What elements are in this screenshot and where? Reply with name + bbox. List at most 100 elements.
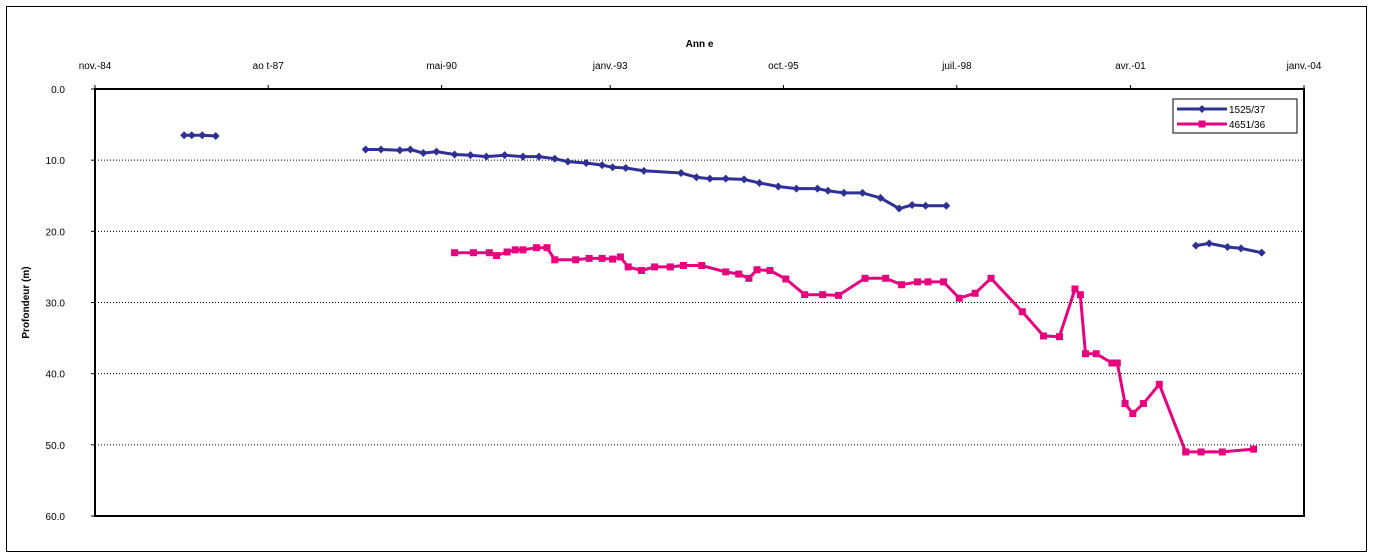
data-point xyxy=(518,152,527,161)
y-axis-ticks: 0.0 10.0 20.0 30.0 40.0 50.0 60.0 xyxy=(46,85,95,523)
data-point xyxy=(1071,285,1079,293)
legend-item: 1525/37 xyxy=(1177,105,1266,116)
x-axis-ticks: nov.-84 ao t-87 mai-90 janv.-93 oct.-95 juil.… xyxy=(79,61,1322,89)
data-point xyxy=(740,175,749,184)
data-point xyxy=(1040,332,1048,340)
data-point xyxy=(500,151,509,160)
legend-label: 1525/37 xyxy=(1229,105,1266,116)
data-point xyxy=(503,248,511,256)
data-point xyxy=(924,278,932,286)
data-point xyxy=(180,131,189,140)
data-point xyxy=(616,253,624,261)
data-point xyxy=(819,291,827,299)
data-point xyxy=(493,252,501,260)
data-point xyxy=(485,249,493,257)
data-point xyxy=(550,154,559,163)
data-point xyxy=(1121,400,1129,408)
x-tick-label: nov.-84 xyxy=(79,61,112,72)
data-point xyxy=(1223,242,1232,251)
data-point xyxy=(666,263,674,271)
data-point xyxy=(1055,333,1063,341)
data-point xyxy=(511,246,519,254)
data-point xyxy=(940,278,948,286)
data-point xyxy=(1018,308,1026,316)
data-point xyxy=(955,294,963,302)
data-point xyxy=(534,152,543,161)
data-point xyxy=(677,168,686,177)
data-point xyxy=(651,263,659,271)
series-line xyxy=(365,148,947,211)
y-tick-label: 60.0 xyxy=(46,512,66,523)
data-point xyxy=(898,281,906,289)
data-point xyxy=(801,291,809,299)
data-point xyxy=(705,174,714,183)
data-point xyxy=(1250,445,1258,453)
legend-item: 4651/36 xyxy=(1177,120,1266,131)
data-point xyxy=(698,261,706,269)
x-tick-label: janv.-04 xyxy=(1286,61,1322,72)
legend: 1525/37 4651/36 xyxy=(1172,98,1298,134)
data-point xyxy=(755,178,764,187)
data-point xyxy=(913,278,921,286)
data-point xyxy=(735,270,743,278)
legend-label: 4651/36 xyxy=(1229,120,1266,131)
data-point xyxy=(211,131,220,140)
data-point xyxy=(637,266,645,274)
data-point xyxy=(895,204,904,213)
data-point xyxy=(692,173,701,182)
data-point xyxy=(608,163,617,172)
data-point xyxy=(722,268,730,276)
data-point xyxy=(679,261,687,269)
data-point xyxy=(551,256,559,264)
data-point xyxy=(450,150,459,159)
data-point xyxy=(1257,248,1266,257)
data-point xyxy=(971,289,979,297)
y-axis-title: Profondeur (m) xyxy=(21,266,32,338)
data-point xyxy=(882,274,890,282)
y-tick-label: 30.0 xyxy=(46,299,66,310)
data-point xyxy=(582,159,591,168)
data-point xyxy=(639,166,648,175)
data-point xyxy=(1139,400,1147,408)
data-point xyxy=(823,186,832,195)
data-point xyxy=(198,131,207,140)
y-tick-label: 10.0 xyxy=(46,156,66,167)
data-point xyxy=(1155,380,1163,388)
x-tick-label: avr.-01 xyxy=(1115,61,1146,72)
data-point xyxy=(766,266,774,274)
data-point xyxy=(1198,105,1206,113)
data-point xyxy=(621,163,630,172)
data-point xyxy=(598,254,606,262)
data-point xyxy=(1191,241,1200,250)
data-point xyxy=(987,274,995,282)
x-tick-label: ao t-87 xyxy=(253,61,285,72)
data-point xyxy=(835,291,843,299)
data-point xyxy=(942,201,951,210)
data-point xyxy=(1182,448,1190,456)
series-layer xyxy=(180,131,1266,456)
data-point xyxy=(624,263,632,271)
data-point xyxy=(482,152,491,161)
data-point xyxy=(432,147,441,156)
data-point xyxy=(563,157,572,166)
data-point xyxy=(782,275,790,283)
data-point xyxy=(466,151,475,160)
data-point xyxy=(774,182,783,191)
data-point xyxy=(813,184,822,193)
data-point xyxy=(543,244,551,252)
data-point xyxy=(361,145,370,154)
plot-area xyxy=(94,88,1305,517)
line-chart: Ann e Profondeur (m) nov.-84 ao t-87 mai-9… xyxy=(21,39,1322,523)
data-point xyxy=(1076,291,1084,299)
data-point xyxy=(876,193,885,202)
data-point xyxy=(1197,448,1205,456)
data-point xyxy=(572,256,580,264)
x-tick-label: juil.-98 xyxy=(941,61,972,72)
data-point xyxy=(792,184,801,193)
y-tick-label: 50.0 xyxy=(46,441,66,452)
data-point xyxy=(861,274,869,282)
data-point xyxy=(1198,120,1206,128)
chart-frame: Ann e Profondeur (m) nov.-84 ao t-87 mai-9… xyxy=(6,6,1367,552)
data-point xyxy=(609,255,617,263)
data-point xyxy=(1082,350,1090,358)
